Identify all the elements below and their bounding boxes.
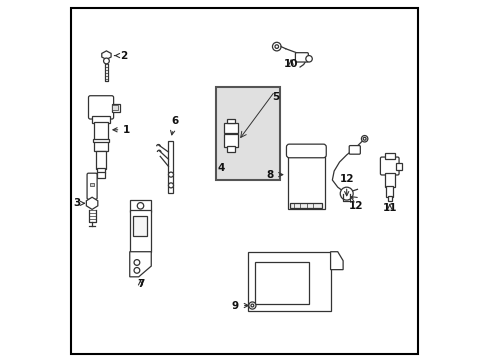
FancyBboxPatch shape (88, 96, 113, 119)
FancyBboxPatch shape (295, 53, 308, 62)
Circle shape (103, 58, 109, 64)
Text: 1: 1 (113, 125, 130, 135)
Bar (90, 183, 94, 186)
Circle shape (340, 187, 352, 200)
Text: 11: 11 (382, 203, 396, 213)
Bar (97, 172, 104, 178)
Bar (93, 139, 109, 142)
Circle shape (361, 135, 367, 142)
Bar (112, 104, 120, 112)
Bar (290, 203, 321, 208)
Text: 6: 6 (170, 116, 178, 135)
Bar (97, 168, 105, 173)
Bar (129, 200, 151, 212)
Bar (112, 105, 118, 111)
Circle shape (168, 183, 173, 188)
Bar (384, 153, 394, 159)
Circle shape (272, 42, 281, 51)
Bar (92, 116, 110, 123)
Bar (386, 186, 392, 197)
Bar (215, 87, 280, 180)
Polygon shape (330, 252, 343, 270)
Bar (395, 163, 401, 170)
Bar (247, 252, 330, 311)
Bar (168, 140, 173, 193)
Polygon shape (86, 197, 98, 210)
Text: 8: 8 (266, 170, 282, 180)
Bar (94, 122, 108, 151)
FancyBboxPatch shape (87, 173, 97, 199)
Circle shape (250, 304, 253, 307)
Circle shape (134, 267, 140, 273)
FancyBboxPatch shape (286, 144, 325, 158)
Circle shape (248, 302, 255, 309)
Circle shape (305, 55, 312, 62)
Bar (133, 216, 147, 235)
Circle shape (168, 172, 173, 177)
Bar (96, 150, 106, 168)
Text: 10: 10 (284, 59, 298, 69)
Text: 12: 12 (348, 201, 362, 211)
Polygon shape (102, 51, 111, 59)
Text: 2: 2 (114, 50, 127, 60)
Circle shape (274, 45, 278, 48)
Polygon shape (129, 252, 151, 277)
Text: 12: 12 (339, 174, 353, 196)
Circle shape (363, 137, 366, 140)
Bar (226, 146, 234, 152)
Text: 7: 7 (137, 279, 144, 289)
Bar (255, 262, 308, 304)
Bar (226, 119, 234, 123)
Bar (287, 155, 325, 209)
Bar (129, 211, 151, 252)
Circle shape (134, 260, 140, 265)
Bar (384, 173, 394, 187)
Text: 3: 3 (73, 198, 84, 208)
Bar (224, 134, 237, 147)
Bar (387, 197, 391, 201)
Text: 5: 5 (272, 92, 279, 102)
Circle shape (137, 203, 143, 209)
Bar (224, 123, 237, 134)
FancyBboxPatch shape (348, 145, 360, 154)
Text: 4: 4 (217, 163, 224, 173)
FancyBboxPatch shape (380, 157, 398, 175)
Text: 9: 9 (231, 301, 248, 311)
